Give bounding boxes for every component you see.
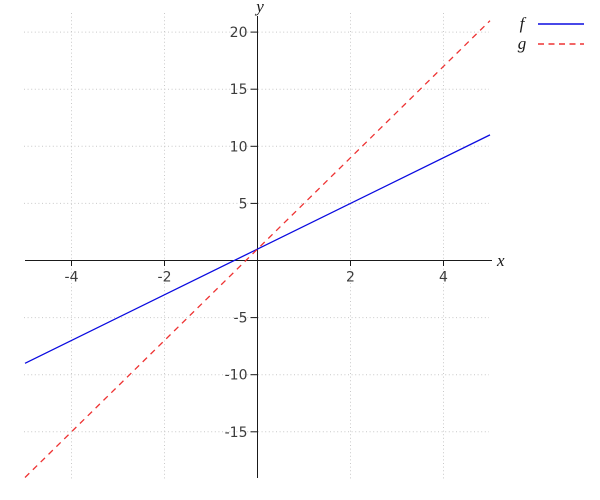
legend-sample-svg	[538, 23, 584, 25]
x-tick-label: -2	[158, 270, 172, 286]
x-tick-label: 2	[346, 270, 355, 286]
legend-line-sample-solid	[538, 21, 584, 27]
legend-entry-f: f	[511, 14, 584, 34]
series-g-line	[24, 20, 491, 478]
series-f-line	[24, 134, 491, 364]
y-tick-label: 20	[230, 25, 248, 41]
y-axis-label: y	[256, 0, 264, 16]
x-tick-label: 4	[439, 270, 448, 286]
legend-entry-g: g	[511, 34, 584, 54]
legend: f g	[511, 14, 584, 54]
y-tick-label: 10	[230, 139, 248, 155]
y-tick-label: 15	[230, 82, 248, 98]
x-axis-label: x	[497, 251, 505, 270]
y-tick-label: -15	[225, 425, 248, 441]
y-tick-label: -10	[225, 368, 248, 384]
y-tick-label: -5	[234, 311, 248, 327]
legend-line-sample-dashed	[538, 41, 584, 47]
y-tick-label: 5	[239, 196, 248, 212]
legend-label-g: g	[517, 34, 527, 53]
legend-label-f: f	[519, 14, 525, 33]
x-tick-label: -4	[65, 270, 79, 286]
legend-sample-svg	[538, 43, 584, 45]
